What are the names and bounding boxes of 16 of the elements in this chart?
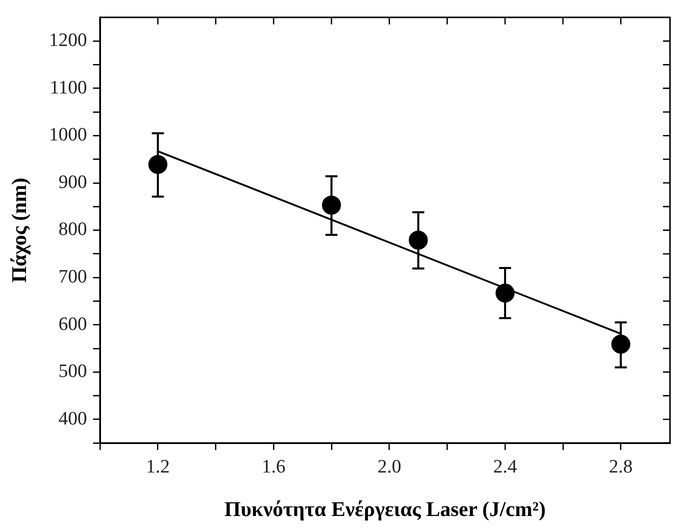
x-tick-label: 2.0: [377, 456, 402, 478]
y-tick-label: 400: [58, 408, 87, 430]
y-tick-label: 600: [58, 314, 87, 335]
y-tick-label: 800: [58, 219, 87, 240]
y-tick-label: 1100: [50, 77, 87, 98]
x-tick-label: 1.2: [146, 456, 170, 478]
x-tick-label: 1.6: [262, 456, 286, 478]
y-axis-title: Πάχος (nm): [7, 178, 32, 283]
y-tick-label: 700: [58, 266, 87, 288]
x-axis-title: Πυκνότητα Ενέργειας Laser (J/cm²): [224, 496, 546, 521]
x-tick-label: 2.4: [493, 456, 518, 478]
y-tick-label: 1200: [49, 30, 87, 52]
y-tick-label: 500: [58, 361, 87, 382]
x-tick-label: 2.8: [608, 456, 633, 478]
y-tick-label: 1000: [49, 124, 87, 146]
y-tick-label: 900: [58, 172, 87, 193]
